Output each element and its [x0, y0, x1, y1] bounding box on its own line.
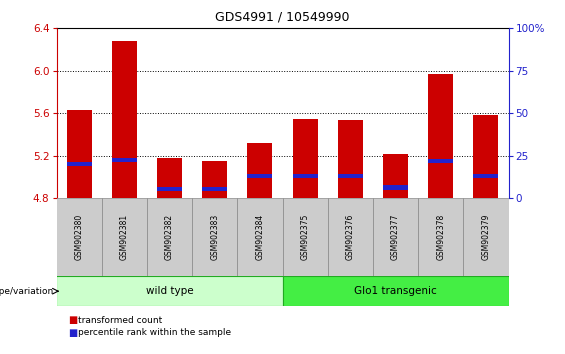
Bar — [383, 154, 408, 198]
Bar — [202, 187, 227, 191]
Text: GSM902378: GSM902378 — [436, 214, 445, 260]
Text: transformed count: transformed count — [78, 316, 162, 325]
Bar — [102, 198, 147, 276]
Bar — [418, 198, 463, 276]
Bar — [428, 159, 453, 163]
Text: GSM902384: GSM902384 — [255, 214, 264, 260]
Text: percentile rank within the sample: percentile rank within the sample — [78, 328, 231, 337]
Bar — [67, 110, 92, 198]
Text: GSM902383: GSM902383 — [210, 214, 219, 260]
Bar — [147, 198, 192, 276]
Bar — [428, 74, 453, 198]
Bar — [192, 198, 237, 276]
Text: GSM902381: GSM902381 — [120, 214, 129, 260]
Bar — [202, 161, 227, 198]
Text: wild type: wild type — [146, 286, 193, 296]
Text: GSM902375: GSM902375 — [301, 214, 310, 261]
Bar — [282, 198, 328, 276]
Bar — [56, 198, 102, 276]
Bar — [67, 162, 92, 166]
Text: ■: ■ — [68, 328, 77, 338]
Bar — [338, 120, 363, 198]
Bar — [293, 174, 318, 178]
Text: GSM902379: GSM902379 — [481, 214, 490, 261]
Bar — [157, 158, 182, 198]
Text: ■: ■ — [68, 315, 77, 325]
Text: GSM902380: GSM902380 — [75, 214, 84, 260]
Bar — [473, 174, 498, 178]
Text: GDS4991 / 10549990: GDS4991 / 10549990 — [215, 11, 350, 24]
Bar — [463, 198, 508, 276]
Bar — [383, 185, 408, 190]
Text: Glo1 transgenic: Glo1 transgenic — [354, 286, 437, 296]
Bar — [237, 198, 282, 276]
Bar — [56, 276, 282, 306]
Text: GSM902377: GSM902377 — [391, 214, 400, 261]
Bar — [373, 198, 418, 276]
Bar — [112, 41, 137, 198]
Bar — [328, 198, 373, 276]
Bar — [473, 115, 498, 198]
Bar — [247, 174, 272, 178]
Bar — [338, 174, 363, 178]
Bar — [247, 143, 272, 198]
Text: GSM902382: GSM902382 — [165, 214, 174, 260]
Text: genotype/variation: genotype/variation — [0, 287, 54, 296]
Bar — [157, 187, 182, 191]
Text: GSM902376: GSM902376 — [346, 214, 355, 261]
Bar — [112, 158, 137, 162]
Bar — [293, 119, 318, 198]
Bar — [282, 276, 508, 306]
